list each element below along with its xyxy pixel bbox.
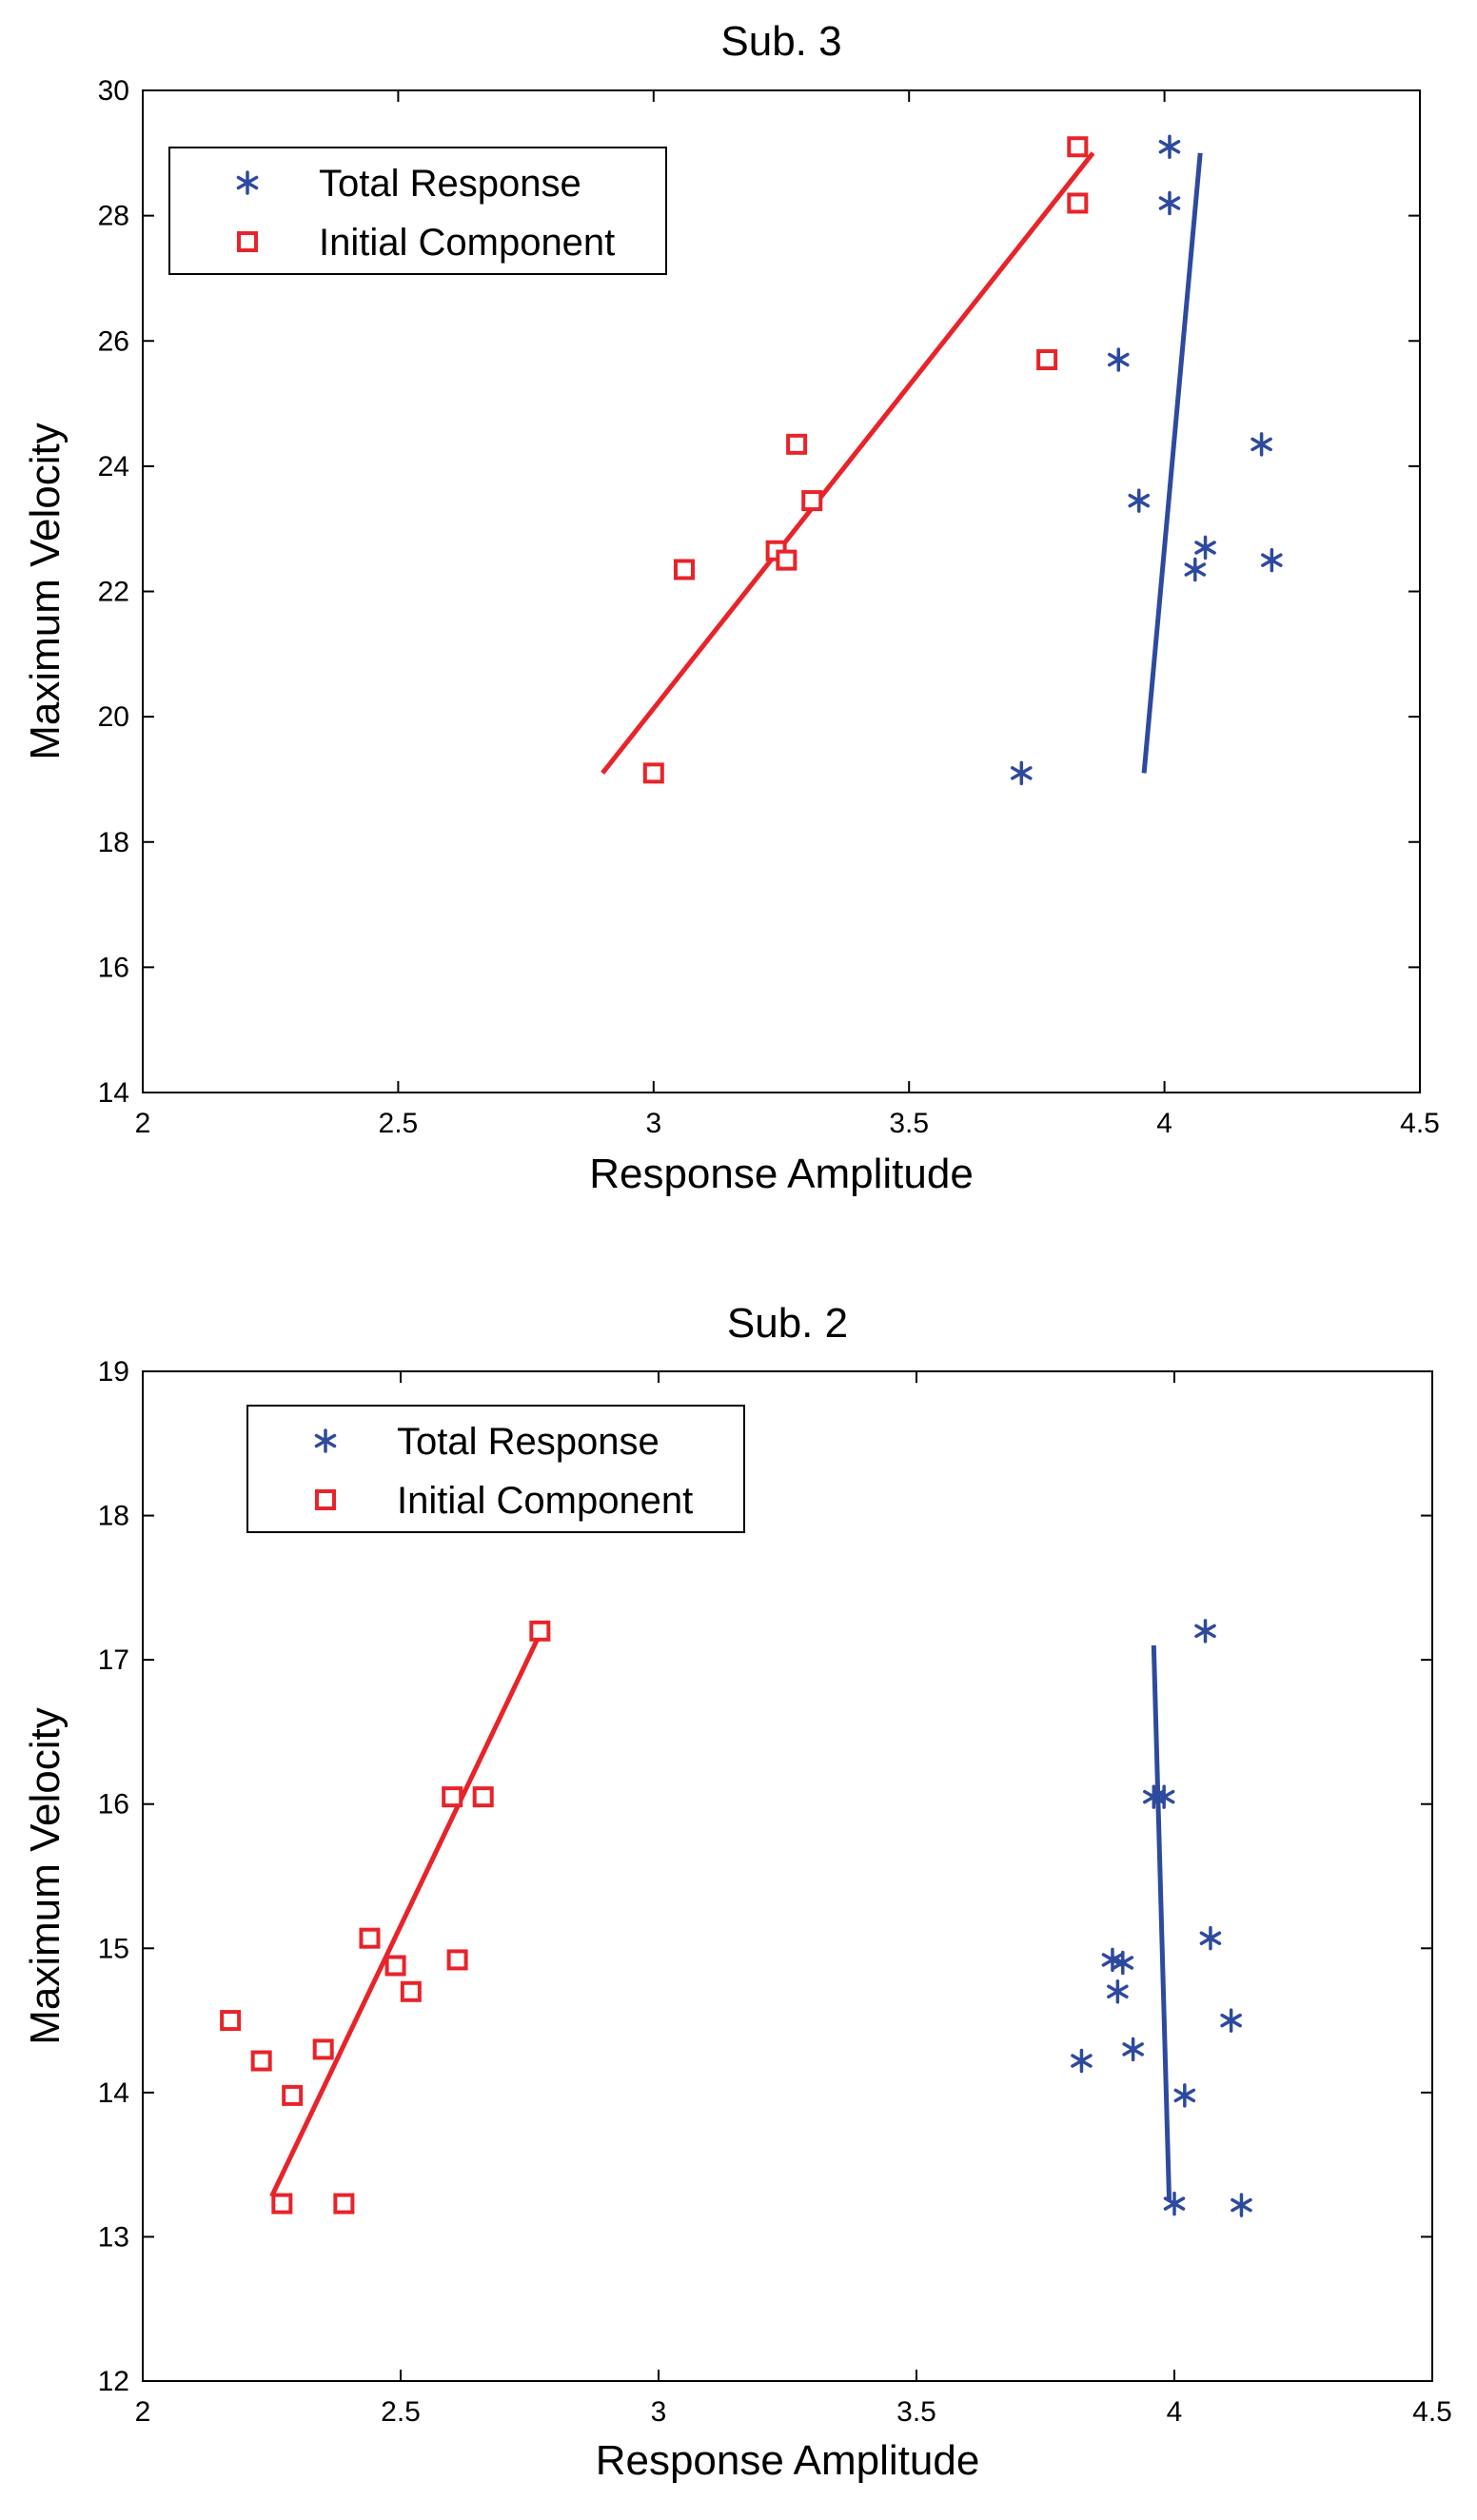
total-response-point xyxy=(1173,2083,1196,2108)
x-tick-label: 2 xyxy=(135,2396,151,2428)
x-tick-label: 4.5 xyxy=(1400,1108,1440,1139)
initial-component-fit-line xyxy=(269,1632,542,2198)
legend-asterisk-icon xyxy=(314,1428,337,1453)
y-tick-label: 15 xyxy=(98,1933,129,1964)
initial-component-point xyxy=(282,2084,304,2106)
total-response-point xyxy=(1163,2191,1186,2216)
y-tick-label: 26 xyxy=(98,325,129,357)
total-response-point xyxy=(1158,190,1181,216)
y-tick-label: 18 xyxy=(98,827,129,858)
initial-component-point xyxy=(642,762,664,784)
y-tick-label: 30 xyxy=(98,75,129,107)
y-tick-label: 16 xyxy=(98,952,129,983)
initial-component-point xyxy=(776,549,798,571)
x-tick-label: 3 xyxy=(645,1108,661,1139)
chart-sub-2: 2 2.5 3 3.5 4 4.5 12 13 14 15 16 17 18 19 Sub. 2 Respon… xyxy=(22,1300,1452,2484)
initial-component-point xyxy=(446,1949,468,1971)
initial-component-point xyxy=(384,1955,406,1977)
total-response-fit-line xyxy=(1151,1644,1172,2201)
total-response-point xyxy=(1231,2193,1252,2217)
y-tick-label: 22 xyxy=(98,577,129,608)
total-response-point xyxy=(1122,2037,1144,2062)
y-axis-label: Maximum Velocity xyxy=(22,1707,69,2045)
initial-component-point xyxy=(786,433,808,455)
total-response-point xyxy=(1108,347,1130,372)
total-response-point xyxy=(1112,1950,1134,1976)
legend-label: Initial Component xyxy=(319,222,615,264)
legend-label: Total Response xyxy=(319,163,581,205)
x-tick-label: 3 xyxy=(651,2396,667,2428)
x-tick-label: 2 xyxy=(135,1108,151,1139)
initial-component-point xyxy=(801,490,823,512)
x-axis-label: Response Amplitude xyxy=(596,2437,980,2484)
y-tick-label: 13 xyxy=(98,2221,129,2253)
total-response-point xyxy=(1194,535,1216,561)
total-response-point xyxy=(1071,2048,1093,2074)
total-response-point xyxy=(1184,557,1207,582)
y-tick-label: 16 xyxy=(98,1789,129,1821)
initial-component-point xyxy=(472,1786,494,1808)
initial-component-point xyxy=(333,2193,355,2215)
y-axis-label: Maximum Velocity xyxy=(22,423,69,760)
total-response-point xyxy=(1128,488,1151,513)
initial-component-point xyxy=(442,1786,463,1808)
plot-area-frame xyxy=(142,1370,1433,2382)
x-tick-label: 4 xyxy=(1167,2396,1183,2428)
x-tick-label: 2.5 xyxy=(381,2396,421,2428)
initial-component-point xyxy=(1036,348,1058,370)
legend-square-icon xyxy=(315,1489,336,1510)
y-tick-label: 24 xyxy=(98,451,129,482)
total-response-point xyxy=(1220,2008,1242,2033)
legend-box xyxy=(168,147,667,275)
total-response-point xyxy=(1011,760,1033,786)
x-tick-label: 4 xyxy=(1156,1108,1172,1139)
legend-label: Initial Component xyxy=(397,1480,693,1522)
y-tick-label: 19 xyxy=(98,1356,129,1388)
initial-component-point xyxy=(250,2050,272,2072)
total-response-fit-line xyxy=(1141,152,1203,774)
total-response-point xyxy=(1261,547,1283,573)
chart-sub-3: 2 2.5 3 3.5 4 4.5 14 16 18 20 22 24 26 28 30 Sub. 3 Resp… xyxy=(22,18,1440,1197)
chart-title: Sub. 2 xyxy=(727,1300,848,1347)
initial-component-point xyxy=(400,1980,422,2002)
initial-component-point xyxy=(1067,192,1089,214)
total-response-point xyxy=(1194,1619,1216,1644)
legend: Total Response Initial Component xyxy=(246,1405,745,1533)
x-tick-label: 4.5 xyxy=(1412,2396,1452,2428)
total-response-point xyxy=(1158,134,1181,159)
y-tick-label: 20 xyxy=(98,701,129,733)
y-tick-label: 12 xyxy=(98,2366,129,2397)
initial-component-point xyxy=(220,2010,242,2032)
initial-component-point xyxy=(674,559,696,581)
initial-component-point xyxy=(529,1620,551,1642)
y-tick-label: 18 xyxy=(98,1501,129,1532)
x-tick-label: 2.5 xyxy=(379,1108,419,1139)
legend: Total Response Initial Component xyxy=(168,147,667,275)
y-tick-label: 14 xyxy=(98,1077,129,1109)
legend-box xyxy=(246,1405,745,1533)
total-response-point xyxy=(1107,1979,1129,2004)
initial-component-point xyxy=(359,1927,381,1949)
y-tick-label: 14 xyxy=(98,2077,129,2109)
total-response-point xyxy=(1199,1925,1222,1951)
y-tick-label: 28 xyxy=(98,201,129,232)
initial-component-point xyxy=(312,2038,334,2060)
chart-title: Sub. 3 xyxy=(720,18,841,65)
total-response-point xyxy=(1251,432,1272,457)
initial-component-point xyxy=(271,2193,293,2215)
x-axis-label: Response Amplitude xyxy=(589,1151,974,1197)
initial-component-fit-line xyxy=(601,151,1095,775)
legend-square-icon xyxy=(237,231,258,252)
total-response-point xyxy=(1152,1784,1175,1809)
x-tick-label: 3.5 xyxy=(896,2396,936,2428)
initial-component-point xyxy=(1067,136,1089,158)
y-tick-label: 17 xyxy=(98,1644,129,1676)
legend-label: Total Response xyxy=(397,1421,660,1463)
legend-asterisk-icon xyxy=(236,170,259,195)
x-tick-label: 3.5 xyxy=(889,1108,929,1139)
